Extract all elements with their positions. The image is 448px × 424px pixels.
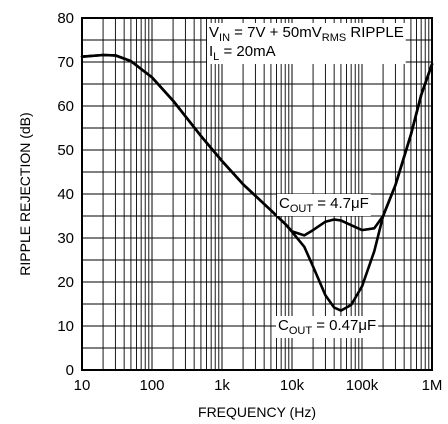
plot-frame [81,17,433,371]
conditions-background [207,23,406,64]
x-tick-label: 1M [422,377,443,394]
curves [80,53,434,312]
y-tick-label: 30 [57,230,74,247]
y-axis-label: RIPPLE REJECTION (dB) [17,112,33,275]
y-tick-label: 0 [66,362,74,379]
x-tick-label: 10k [280,377,305,394]
y-tick-label: 80 [57,10,74,27]
y-tick-label: 40 [57,186,74,203]
x-tick-label: 10 [74,377,91,394]
series-4-7uf-label-background [277,194,371,216]
series-label-cout-0-47uf: COUT = 0.47μF [278,317,376,337]
grid [81,18,432,370]
y-tick-label: 70 [57,54,74,71]
x-tick-label: 100 [139,377,164,394]
x-axis-label: FREQUENCY (Hz) [198,404,316,420]
y-tick-label: 20 [57,274,74,291]
series-line-1 [80,53,434,312]
y-tick-label: 10 [57,318,74,335]
series-0-47uf-label-background [276,316,379,338]
series-line-0 [80,53,434,237]
series-label-cout-4-7uf: COUT = 4.7μF [279,195,369,215]
y-tick-label: 50 [57,142,74,159]
y-tick-label: 60 [57,98,74,115]
condition-il: IL = 20mA [209,43,276,63]
x-tick-label: 1k [214,377,230,394]
x-tick-label: 100k [346,377,379,394]
condition-vin: VIN = 7V + 50mVRMS RIPPLE [209,24,404,44]
